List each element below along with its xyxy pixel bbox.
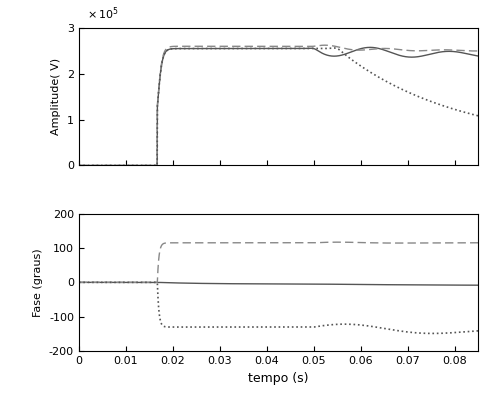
Y-axis label: Amplitude( V): Amplitude( V) (51, 58, 61, 135)
Y-axis label: Fase (graus): Fase (graus) (34, 248, 43, 317)
Text: $\times\,10^5$: $\times\,10^5$ (87, 6, 118, 22)
X-axis label: tempo (s): tempo (s) (248, 371, 309, 385)
